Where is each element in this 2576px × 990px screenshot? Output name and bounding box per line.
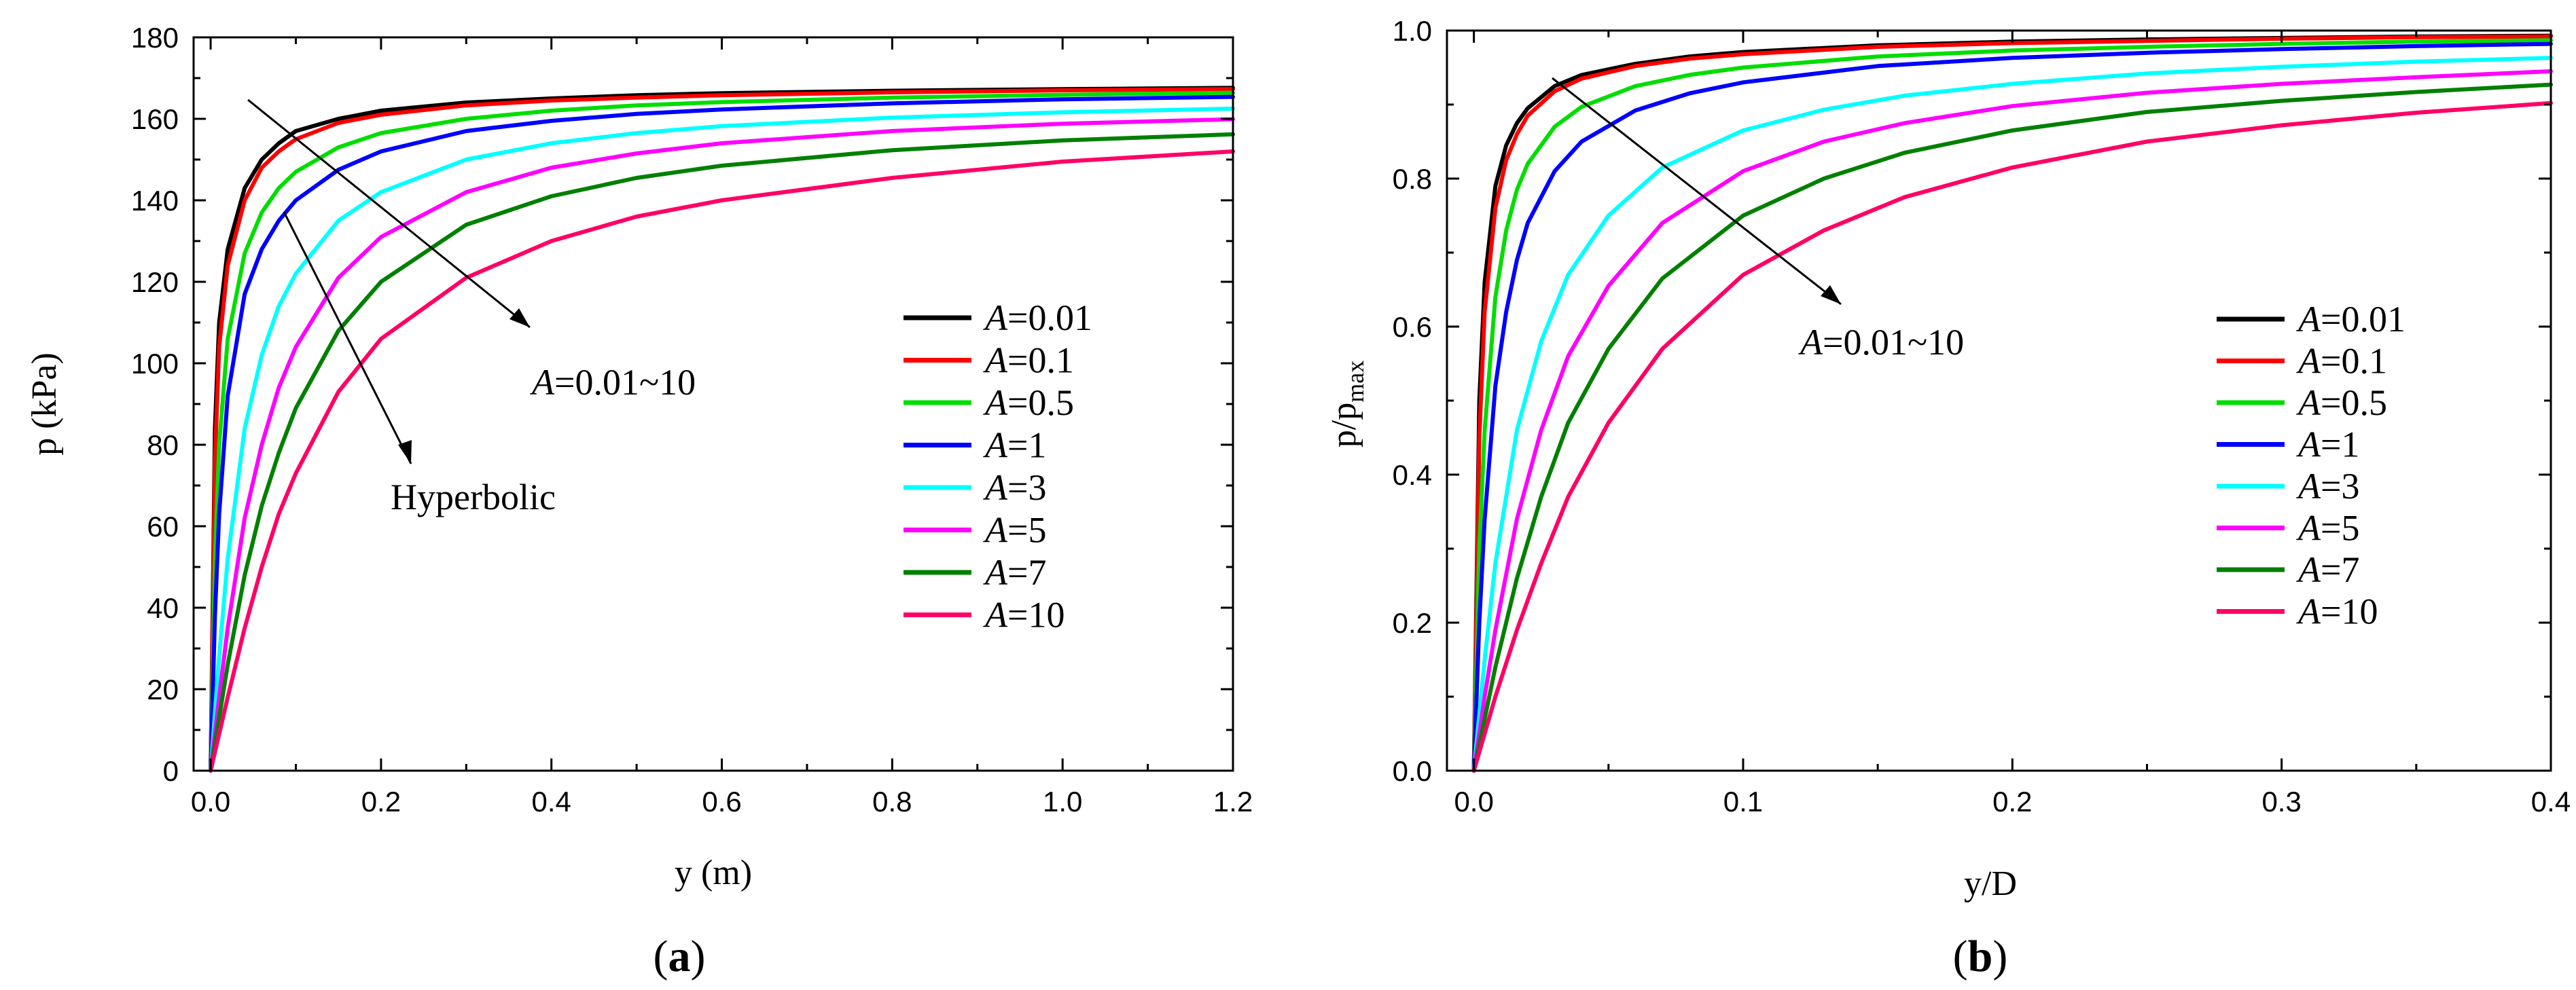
panel-b-legend: A=0.01A=0.1A=0.5A=1A=3A=5A=7A=10 — [2217, 299, 2405, 632]
panel-a-legend: A=0.01A=0.1A=0.5A=1A=3A=5A=7A=10 — [904, 297, 1092, 636]
panel-b-y-axis-title: p/pmax — [1325, 361, 1369, 447]
panel-b-legend-label-3: A=1 — [2296, 424, 2359, 465]
panel-b-series-group — [1471, 33, 2553, 773]
panel-a-y-tick-label: 80 — [147, 429, 179, 461]
panel-b-legend-label-1: A=0.1 — [2296, 341, 2387, 382]
panel-b-x-tick-label: 0.3 — [2261, 786, 2301, 818]
panel-a-y-tick-label: 160 — [131, 103, 179, 135]
panel-b-annotation-range: A=0.01~10 — [1798, 322, 1964, 363]
panel-b-x-tick-label: 0.2 — [1992, 786, 2032, 818]
panel-a-series-group — [209, 86, 1235, 773]
panel-a-ticks: 0.0 0.2 0.4 0.6 0.8 1.0 1.2 0 20 40 60 80 100 120 140 1… — [131, 22, 1253, 818]
panel-b-legend-label-7: A=10 — [2296, 591, 2378, 632]
panel-a-x-tick-label: 0.4 — [532, 786, 571, 818]
panel-a-legend-label-4: A=3 — [983, 467, 1046, 508]
panel-b-y-tick-label: 0.6 — [1393, 311, 1432, 343]
panel-b-series-line-0 — [1471, 33, 2553, 773]
panel-a-legend-label-7: A=10 — [983, 595, 1065, 636]
panel-b-x-tick-label: 0.1 — [1723, 786, 1763, 818]
panel-a-x-tick-label: 1.0 — [1043, 786, 1082, 818]
panel-b: 0.0 0.1 0.2 0.3 0.4 0.0 0.2 0.4 0.6 0.8 1.0 y/D p/… — [1325, 15, 2571, 981]
panel-b-series-line-5 — [1471, 69, 2553, 773]
panel-a-y-tick-label: 0 — [163, 755, 179, 787]
panel-b-series-line-4 — [1471, 56, 2553, 773]
panel-b-x-axis-title: y/D — [1964, 864, 2017, 903]
panel-b-ticks: 0.0 0.1 0.2 0.3 0.4 0.0 0.2 0.4 0.6 0.8 1.0 — [1393, 15, 2571, 818]
panel-a-x-tick-label: 0.2 — [361, 786, 401, 818]
panel-a-legend-label-3: A=1 — [983, 425, 1046, 466]
panel-a-legend-label-1: A=0.1 — [983, 340, 1074, 381]
panel-a: 0.0 0.2 0.4 0.6 0.8 1.0 1.2 0 20 40 60 80 100 120 140 1… — [25, 22, 1253, 981]
panel-a-series-line-3 — [209, 94, 1235, 773]
panel-b-annotation-arrowhead-range — [1821, 285, 1841, 304]
panel-a-annotation-range: A=0.01~10 — [530, 362, 696, 403]
panel-a-y-tick-label: 60 — [147, 511, 179, 543]
panel-a-annotation-arrowhead-hyperbolic — [398, 440, 412, 464]
panel-a-series-line-6 — [209, 132, 1235, 773]
panel-b-y-tick-label: 0.2 — [1393, 607, 1432, 639]
panel-a-series-line-7 — [209, 149, 1235, 773]
panel-b-legend-label-0: A=0.01 — [2296, 299, 2405, 340]
panel-b-series-line-6 — [1471, 82, 2553, 773]
panel-b-legend-label-4: A=3 — [2296, 466, 2359, 507]
panel-a-y-tick-label: 100 — [131, 348, 179, 380]
panel-b-y-tick-label: 0.4 — [1393, 459, 1432, 491]
panel-a-annotation-hyperbolic: Hyperbolic — [391, 477, 556, 517]
panel-b-legend-label-2: A=0.5 — [2296, 382, 2387, 423]
panel-b-y-tick-label: 0.0 — [1393, 755, 1432, 787]
panel-b-label: (b) — [1953, 932, 2008, 981]
panel-a-x-axis-title: y (m) — [675, 854, 752, 892]
panel-a-series-line-4 — [209, 107, 1235, 773]
panel-a-y-axis-title: p (kPa) — [25, 352, 64, 456]
panel-b-annotation-arrow-range — [1552, 77, 1842, 306]
panel-a-label: (a) — [654, 932, 706, 981]
panel-a-y-tick-label: 140 — [131, 185, 179, 217]
panel-b-x-tick-label: 0.0 — [1454, 786, 1493, 818]
panel-b-series-line-2 — [1471, 38, 2553, 773]
panel-a-series-line-5 — [209, 117, 1235, 773]
panel-b-series-line-7 — [1471, 100, 2553, 773]
panel-b-y-tick-label: 1.0 — [1393, 15, 1432, 47]
panel-b-series-line-3 — [1471, 41, 2553, 773]
panel-a-legend-label-0: A=0.01 — [983, 297, 1092, 338]
panel-a-legend-label-5: A=5 — [983, 510, 1046, 551]
panel-b-legend-label-5: A=5 — [2296, 508, 2359, 549]
panel-a-series-line-1 — [209, 87, 1235, 773]
panel-a-y-tick-label: 40 — [147, 592, 179, 624]
panel-a-y-tick-label: 120 — [131, 266, 179, 298]
panel-a-series-line-2 — [209, 90, 1235, 773]
panel-a-legend-label-6: A=7 — [983, 552, 1046, 593]
panel-b-legend-label-6: A=7 — [2296, 549, 2359, 590]
panel-a-annotation-arrowhead-range — [509, 308, 530, 327]
panel-a-annotation-arrow-range — [247, 98, 531, 329]
panel-a-legend-label-2: A=0.5 — [983, 382, 1074, 423]
panel-a-x-tick-label: 1.2 — [1213, 786, 1253, 818]
panel-a-plot-frame — [192, 36, 1234, 772]
panel-a-x-tick-label: 0.0 — [191, 786, 230, 818]
panel-a-annotation-arrow-hyperbolic — [283, 211, 412, 464]
panel-a-series-line-0 — [209, 86, 1235, 773]
panel-a-x-tick-label: 0.6 — [702, 786, 741, 818]
panel-b-y-tick-label: 0.8 — [1393, 163, 1432, 195]
panel-a-y-tick-label: 20 — [147, 674, 179, 705]
panel-b-x-tick-label: 0.4 — [2531, 786, 2571, 818]
panel-b-series-line-1 — [1471, 34, 2553, 773]
panel-a-y-tick-label: 180 — [131, 22, 179, 54]
panel-a-x-tick-label: 0.8 — [872, 786, 912, 818]
